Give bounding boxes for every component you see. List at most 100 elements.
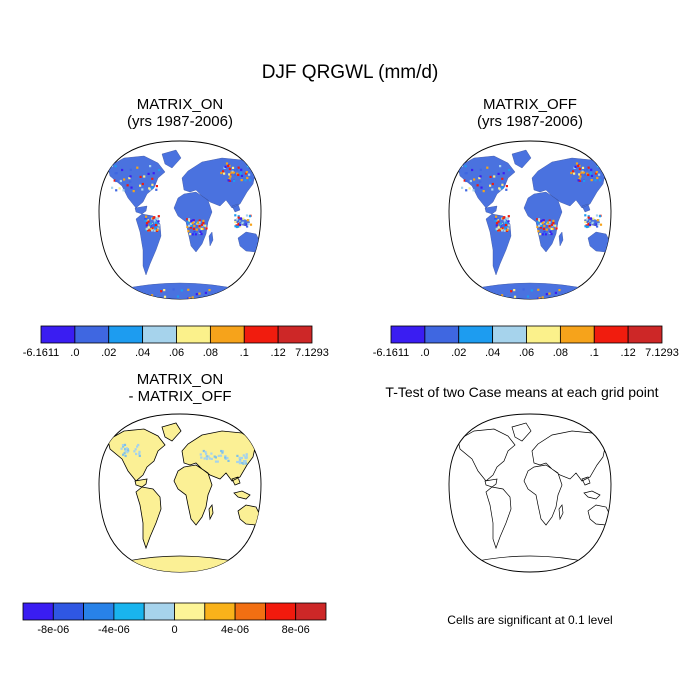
- grid-cell: [224, 165, 227, 168]
- grid-cell: [499, 222, 502, 225]
- grid-cell: [152, 294, 155, 297]
- grid-cell: [115, 189, 118, 192]
- grid-cell: [465, 189, 468, 192]
- grid-cell: [503, 216, 506, 219]
- colorbar-tick-label: -6.1611: [23, 347, 60, 359]
- grid-cell: [464, 165, 467, 168]
- grid-cell: [132, 190, 135, 193]
- grid-cell: [208, 457, 211, 460]
- grid-cell: [190, 219, 193, 222]
- grid-cell: [238, 456, 241, 459]
- colorbar-difference: -8e-06 -4e-06 0 4e-06 8e-06: [22, 602, 327, 636]
- grid-cell: [220, 449, 223, 453]
- colorbar-swatch: [22, 602, 54, 621]
- grid-cell: [144, 219, 147, 222]
- grid-cell: [465, 172, 468, 175]
- grid-cell: [217, 454, 220, 457]
- colorbar-swatch: [526, 325, 561, 344]
- grid-cell: [577, 179, 580, 182]
- grid-cell: [239, 223, 242, 227]
- grid-cell: [163, 295, 167, 298]
- grid-cell: [476, 288, 479, 291]
- grid-cell: [555, 227, 558, 230]
- colorbar-swatch: [559, 325, 595, 344]
- grid-cell: [544, 233, 547, 236]
- grid-cell: [147, 229, 150, 232]
- grid-cell: [497, 226, 500, 229]
- grid-cell: [587, 218, 590, 221]
- colorbar-swatch: [627, 325, 663, 344]
- grid-cell: [228, 291, 231, 294]
- grid-cell: [189, 233, 192, 236]
- grid-cell: [507, 215, 510, 218]
- grid-cell: [240, 168, 243, 171]
- grid-cell: [202, 449, 205, 453]
- grid-cell: [198, 225, 201, 228]
- grid-cell: [476, 184, 479, 187]
- grid-cell: [537, 218, 541, 221]
- grid-cell: [503, 227, 506, 230]
- grid-cell: [474, 288, 477, 291]
- grid-cell: [121, 444, 125, 447]
- grid-cell: [552, 219, 555, 222]
- grid-cell: [464, 172, 467, 175]
- grid-cell: [492, 297, 495, 299]
- colorbar-tick-label: .1: [240, 347, 249, 359]
- colorbar-tick-label: .02: [451, 347, 466, 359]
- grid-cell: [231, 166, 235, 169]
- grid-cell: [227, 165, 230, 168]
- grid-cell: [237, 218, 240, 221]
- grid-cell: [120, 447, 123, 450]
- grid-cell: [538, 297, 541, 299]
- grid-cell: [536, 218, 539, 221]
- grid-cell: [186, 221, 190, 224]
- grid-cell: [221, 451, 224, 454]
- grid-cell: [205, 227, 208, 230]
- grid-cell: [154, 217, 157, 220]
- grid-cell: [495, 218, 498, 221]
- grid-cell: [589, 217, 592, 220]
- grid-cell: [589, 171, 592, 174]
- grid-cell: [118, 187, 121, 190]
- grid-cell: [539, 226, 542, 229]
- grid-cell: [128, 177, 131, 180]
- grid-cell: [138, 450, 141, 453]
- grid-cell: [139, 184, 142, 187]
- grid-cell: [587, 225, 590, 228]
- grid-cell: [239, 171, 242, 174]
- grid-cell: [503, 182, 506, 185]
- grid-cell: [236, 172, 239, 175]
- grid-cell: [200, 456, 203, 459]
- colorbar-swatch: [277, 325, 313, 344]
- grid-cell: [580, 171, 583, 174]
- grid-cell: [243, 222, 246, 225]
- grid-cell: [187, 230, 190, 233]
- grid-cell: [123, 289, 127, 293]
- grid-cell: [153, 227, 156, 230]
- grid-cell: [546, 221, 549, 224]
- grid-cell: [239, 225, 242, 228]
- grid-cell: [145, 222, 149, 225]
- grid-cell: [593, 221, 596, 224]
- colorbar-tick-label: .0: [420, 347, 429, 359]
- grid-cell: [114, 165, 117, 168]
- colorbar-swatch: [209, 325, 245, 344]
- grid-cell: [190, 224, 193, 227]
- colorbar-tick-label: .04: [485, 347, 500, 359]
- colorbar-swatch: [492, 325, 527, 344]
- grid-cell: [195, 228, 198, 231]
- grid-cell: [479, 175, 482, 178]
- grid-cell: [155, 185, 158, 188]
- grid-cell: [249, 179, 252, 182]
- grid-cell: [156, 217, 159, 220]
- grid-cell: [123, 292, 126, 295]
- grid-cell: [189, 226, 192, 229]
- colorbar-swatch: [295, 602, 327, 621]
- grid-cell: [148, 187, 151, 190]
- grid-cell: [491, 182, 494, 186]
- grid-cell: [157, 215, 160, 218]
- grid-cell: [480, 296, 483, 299]
- grid-cell: [230, 171, 233, 174]
- grid-cell: [496, 227, 499, 231]
- grid-cell: [543, 224, 546, 228]
